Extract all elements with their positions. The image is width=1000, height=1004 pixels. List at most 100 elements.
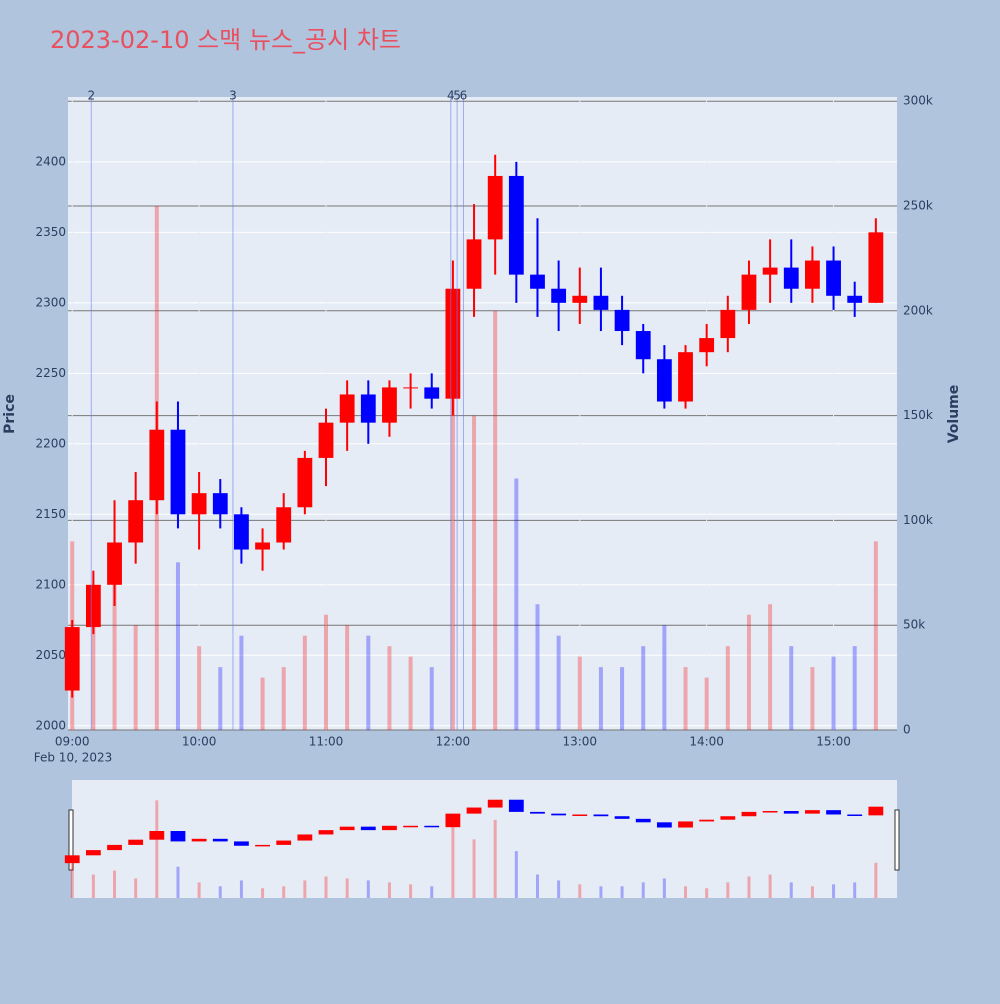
mini-candle [170, 830, 186, 842]
candle-body [466, 239, 482, 289]
mini-volume-bar [303, 880, 307, 898]
x-tick-label: 15:00 [816, 735, 851, 749]
volume-bar [641, 646, 646, 730]
mini-volume-bar [641, 882, 645, 898]
mini-candle [530, 811, 545, 814]
mini-volume-bar [387, 882, 391, 898]
candle-body [593, 295, 609, 310]
volume-bar [345, 625, 350, 730]
mini-candle [847, 814, 863, 816]
mini-volume-bar [789, 882, 793, 898]
mini-candle [783, 811, 799, 814]
volume-bar [387, 646, 392, 730]
volume-bar [810, 667, 815, 730]
mini-candle [508, 799, 524, 812]
candle-body [64, 627, 80, 691]
volume-bar [408, 656, 413, 730]
mini-volume-bar [535, 874, 539, 898]
mini-candle [360, 826, 376, 831]
slider-handle[interactable] [894, 809, 900, 871]
mini-volume-bar [810, 886, 814, 898]
y-tick-label: 2050 [35, 648, 66, 662]
mini-volume-bar [324, 876, 328, 898]
candle-body [234, 514, 249, 550]
y2-tick-label: 300k [903, 94, 933, 108]
mini-candle [234, 841, 249, 846]
candle-body [149, 429, 165, 501]
x-tick-label: 10:00 [182, 735, 217, 749]
y2-axis-title: Volume [946, 385, 962, 444]
mini-candle [64, 855, 80, 864]
mini-candle [85, 850, 101, 856]
mini-volume-bar [155, 800, 159, 898]
candle-body [508, 175, 524, 275]
volume-bar [662, 625, 667, 730]
candle-body [85, 584, 101, 628]
event-label: 3 [229, 89, 237, 103]
mini-volume-bar [832, 884, 836, 898]
candle-body [170, 429, 186, 515]
mini-candle [572, 814, 588, 816]
y-tick-label: 2400 [35, 154, 66, 168]
slider-handle[interactable] [68, 809, 74, 871]
volume-bar [831, 656, 836, 730]
mini-candle [805, 810, 820, 814]
y2-tick-label: 250k [903, 198, 933, 212]
y-tick-label: 2100 [35, 577, 66, 591]
mini-candle [868, 806, 884, 816]
mini-volume-bar [91, 874, 95, 898]
candle-body [339, 394, 355, 423]
volume-bar [302, 635, 307, 730]
mini-candle [551, 813, 567, 816]
mini-volume-bar [197, 882, 201, 898]
candle-body [656, 359, 672, 402]
mini-volume-bar [239, 880, 243, 898]
candle-body [762, 267, 778, 275]
candle-body [635, 331, 651, 360]
candle-body [107, 542, 122, 585]
volume-bar [281, 667, 286, 730]
volume-bar [789, 646, 794, 730]
mini-volume-bar [662, 878, 666, 898]
mini-volume-bar [684, 886, 688, 898]
volume-bar [873, 541, 878, 730]
candle-body [255, 542, 270, 550]
x-tick-label: 14:00 [689, 735, 724, 749]
mini-candle [720, 816, 736, 820]
candle-body [868, 232, 884, 303]
y2-tick-label: 100k [903, 513, 933, 527]
candle-body [318, 422, 334, 458]
mini-candle [403, 825, 418, 828]
chart-title: 2023-02-10 스맥 뉴스_공시 차트 [50, 26, 401, 54]
mini-candle [487, 799, 503, 808]
mini-volume-bar [282, 886, 286, 898]
mini-candle [741, 811, 757, 817]
mini-candle [826, 810, 841, 815]
mini-volume-bar [345, 878, 349, 898]
candle-body [360, 394, 376, 423]
candle-body [614, 309, 630, 332]
mini-volume-bar [472, 839, 476, 898]
mini-volume-bar [705, 888, 709, 898]
mini-candle [762, 811, 778, 813]
volume-bar [620, 667, 625, 730]
volume-bar [324, 614, 329, 730]
mini-volume-bar [514, 851, 518, 898]
candle-body [572, 295, 588, 303]
candle-body [805, 260, 820, 289]
candle-body [699, 338, 715, 353]
candle-body [212, 493, 228, 515]
volume-bar [429, 667, 434, 730]
y-tick-label: 2350 [35, 225, 66, 239]
y-tick-label: 2000 [35, 718, 66, 732]
volume-bar [683, 667, 688, 730]
y2-tick-label: 200k [903, 303, 933, 317]
y-tick-label: 2150 [35, 507, 66, 521]
mini-candle [656, 822, 672, 828]
mini-candle [466, 807, 482, 814]
volume-bar [239, 635, 244, 730]
candle-body [191, 493, 207, 515]
candle-body [847, 295, 863, 303]
y-tick-label: 2200 [35, 436, 66, 450]
volume-bar [514, 478, 519, 730]
